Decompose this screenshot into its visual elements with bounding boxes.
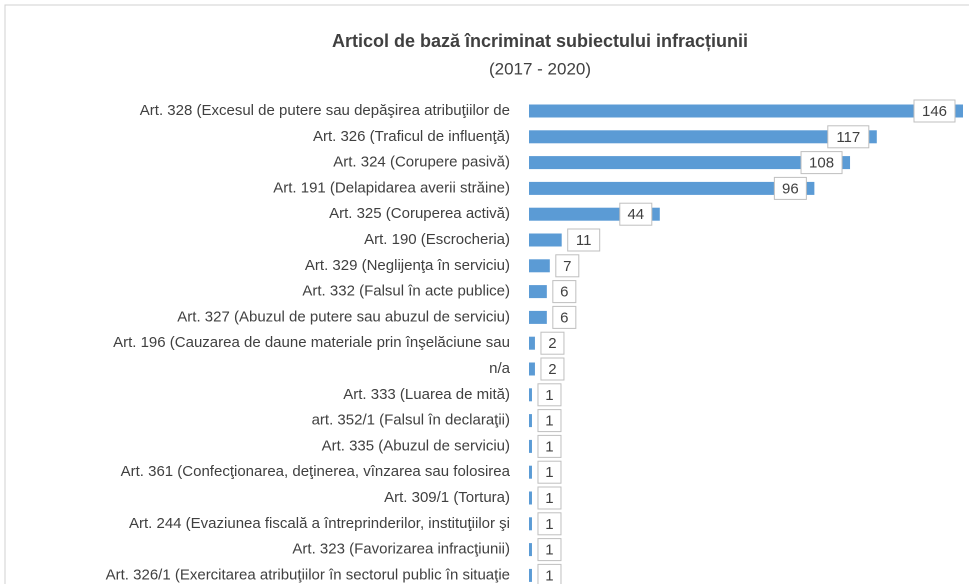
category-label: Art. 324 (Corupere pasivă) [333,154,510,171]
data-label-box [537,563,562,584]
category-label: Art. 244 (Evaziunea fiscală a întreprind… [129,515,510,532]
data-label-box [567,228,601,252]
category-label: Art. 309/1 (Tortura) [384,489,510,506]
bar [529,130,877,144]
category-label: Art. 191 (Delapidarea averii străine) [273,179,510,196]
bar [529,285,547,299]
data-label-box [537,383,562,407]
category-label: Art. 196 (Cauzarea de daune materiale pr… [113,334,510,351]
data-label-box [913,99,956,123]
data-label: 1 [545,438,553,455]
data-label-box [537,460,562,484]
bar [529,181,815,195]
data-label: 1 [545,464,553,481]
data-label-box [537,434,562,458]
bar [529,156,851,170]
category-label: Art. 327 (Abuzul de putere sau abuzul de… [177,308,510,325]
data-label: 11 [576,232,592,249]
data-label-box [773,176,807,200]
data-label-box [537,512,562,536]
data-label-box [537,538,562,562]
bar [529,439,532,453]
data-label-box [552,305,577,329]
category-label: Art. 335 (Abuzul de serviciu) [322,437,510,454]
data-label: 2 [548,335,556,352]
data-label: 6 [560,284,568,301]
bar [529,310,547,324]
category-label: n/a [489,360,511,377]
bar [529,491,532,505]
data-label-box [827,125,870,149]
data-label-box [540,331,565,355]
category-label: Art. 328 (Excesul de putere sau depăşire… [140,102,510,119]
bar [529,465,532,479]
data-label: 2 [548,361,556,378]
data-label: 1 [545,567,553,584]
category-label: Art. 190 (Escrocheria) [364,231,510,248]
category-label: Art. 326 (Traficul de influenţă) [313,128,510,145]
data-label-box [552,280,577,304]
bar [529,543,532,557]
data-label-box [555,254,580,278]
data-label: 117 [836,129,860,146]
chart-subtitle: (2017 - 2020) [489,59,591,78]
bar [529,259,550,273]
bar [529,388,532,402]
data-label: 108 [809,155,834,172]
category-label: art. 352/1 (Falsul în declaraţii) [312,412,510,429]
bar [529,336,535,350]
data-label-box [537,486,562,510]
data-label: 44 [627,206,644,223]
chart-title: Articol de bază încriminat subiectului i… [332,31,748,51]
data-label: 96 [782,180,799,197]
category-label: Art. 329 (Neglijenţa în serviciu) [305,257,510,274]
chart-frame [4,4,969,584]
category-label: Art. 326/1 (Exercitarea atribuţiilor în … [106,566,510,583]
category-label: Art. 325 (Coruperea activă) [329,205,510,222]
data-label: 1 [545,387,553,404]
data-label-box [619,202,653,226]
data-label-box [540,357,565,381]
data-label: 146 [922,103,947,120]
data-label: 1 [545,490,553,507]
category-label: Art. 332 (Falsul în acte publice) [302,283,510,300]
data-label: 1 [545,413,553,430]
bar [529,568,532,582]
category-label: Art. 323 (Favorizarea infracţiunii) [292,541,510,558]
bar [529,414,532,428]
bar [529,362,535,376]
data-label: 1 [545,516,553,533]
data-label: 1 [545,542,553,559]
bar [529,517,532,531]
data-label: 6 [560,309,568,326]
data-label: 7 [563,258,571,275]
data-label-box [537,409,562,433]
bar [529,233,562,247]
data-label-box [800,151,843,175]
category-label: Art. 361 (Confecţionarea, deţinerea, vîn… [121,463,511,480]
bar [529,104,963,118]
category-label: Art. 333 (Luarea de mită) [343,386,510,403]
